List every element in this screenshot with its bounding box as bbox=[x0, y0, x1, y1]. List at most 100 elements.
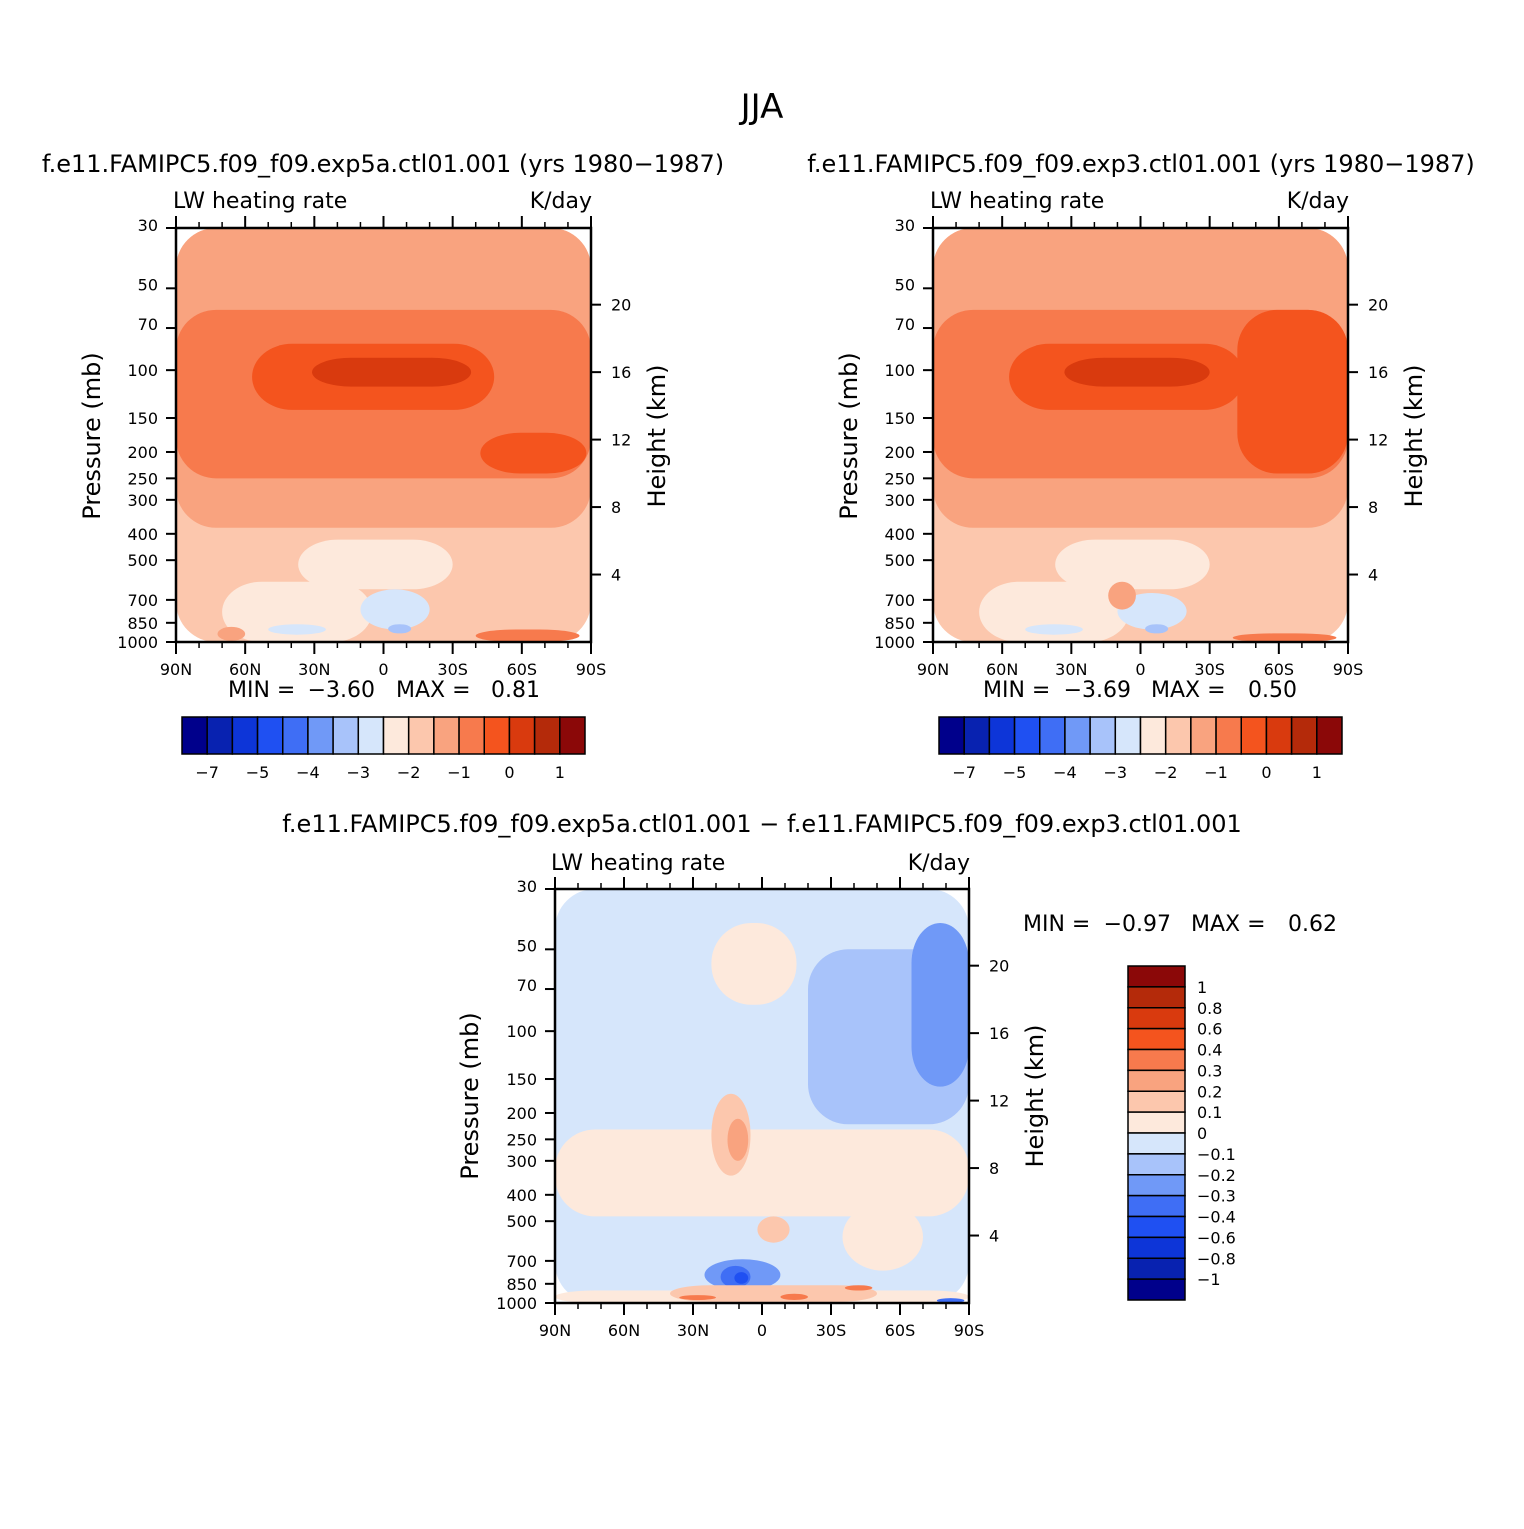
panel-1-stats: MIN = −3.60 MAX = 0.81 bbox=[228, 678, 540, 703]
panel-2-x-tick-label-6: 90S bbox=[1333, 660, 1364, 679]
panel-2-title: f.e11.FAMIPC5.f09_f09.exp3.ctl01.001 (yr… bbox=[807, 150, 1475, 178]
panel-2-y-tick-label-3: 100 bbox=[884, 361, 915, 380]
panel-2-y2-tick-label-4: 4 bbox=[1368, 566, 1378, 585]
panel-3-contour-region-13 bbox=[670, 1285, 877, 1302]
panel-2-colorbar-label-4: −2 bbox=[1154, 763, 1178, 782]
panel-1-x-tick-label-5: 60S bbox=[507, 660, 538, 679]
panel-1-colorbar-box-1 bbox=[206, 716, 234, 755]
panel-2-x-tick-label-1: 60N bbox=[986, 660, 1018, 679]
panel-3-y2-tick-label-2: 12 bbox=[989, 1092, 1009, 1111]
panel-3-colorbar-label-11: −0.4 bbox=[1197, 1208, 1236, 1227]
panel-1-colorbar-label-0: −7 bbox=[195, 763, 219, 782]
panel-2-contour-region-5 bbox=[1237, 309, 1348, 474]
chart-marks: 3050701001502002503004005007008501000201… bbox=[117, 216, 1388, 1340]
panel-3-colorbar-box-4 bbox=[1127, 1048, 1186, 1072]
panel-3-x-tick-label-4: 30S bbox=[816, 1321, 847, 1340]
panel-1-y2-tick-label-1: 16 bbox=[611, 363, 631, 382]
panel-3-plot: 3050701001502002503004005007008501000201… bbox=[496, 877, 1236, 1340]
panel-3-colorbar-label-9: −0.2 bbox=[1197, 1166, 1236, 1185]
panel-3-y-tick-label-12: 1000 bbox=[496, 1294, 537, 1313]
panel-3-colorbar-box-14 bbox=[1127, 1257, 1186, 1280]
panel-3-colorbar-box-3 bbox=[1127, 1027, 1186, 1051]
panel-1-colorbar-box-0 bbox=[181, 716, 208, 755]
panel-1-y-tick-label-10: 700 bbox=[127, 591, 158, 610]
panel-1-colorbar-box-13 bbox=[508, 716, 536, 755]
panel-2-colorbar-label-1: −5 bbox=[1003, 763, 1027, 782]
panel-3-variable-label: LW heating rate bbox=[551, 851, 725, 876]
panel-1-colorbar-label-5: −1 bbox=[447, 763, 471, 782]
panel-3-colorbar-box-9 bbox=[1127, 1153, 1186, 1176]
panel-1-x-tick-label-2: 30N bbox=[298, 660, 330, 679]
panel-1-units-label: K/day bbox=[530, 189, 592, 214]
panel-2-y-tick-label-10: 700 bbox=[884, 591, 915, 610]
panel-3-x-tick-label-3: 0 bbox=[757, 1321, 767, 1340]
panel-2-y-tick-label-8: 400 bbox=[884, 525, 915, 544]
panel-2-colorbar-box-10 bbox=[1190, 716, 1217, 755]
panel-1-colorbar-box-3 bbox=[256, 716, 284, 755]
panel-3-contour-region-2 bbox=[711, 922, 797, 1005]
panel-2-y-tick-label-1: 50 bbox=[895, 275, 915, 294]
panel-3-colorbar-label-10: −0.3 bbox=[1197, 1187, 1236, 1206]
panel-1-variable-label: LW heating rate bbox=[173, 189, 347, 214]
panel-3-colorbar-box-8 bbox=[1127, 1132, 1186, 1155]
panel-1-x-tick-label-6: 90S bbox=[576, 660, 607, 679]
panel-2-colorbar-box-5 bbox=[1064, 716, 1091, 755]
panel-2-colorbar-box-11 bbox=[1215, 716, 1242, 755]
panel-3-x-tick-label-5: 60S bbox=[885, 1321, 916, 1340]
panel-3-contour-region-6 bbox=[727, 1118, 749, 1161]
panel-3-y2-tick-label-4: 4 bbox=[989, 1227, 999, 1246]
panel-2-contour-region-7 bbox=[979, 581, 1129, 642]
panel-1-y-tick-label-3: 100 bbox=[127, 361, 158, 380]
panel-2-colorbar-label-7: 1 bbox=[1312, 763, 1322, 782]
panel-1-y2-tick-label-3: 8 bbox=[611, 498, 621, 517]
panel-1-colorbar-box-14 bbox=[533, 716, 561, 755]
panel-2-x-tick-label-0: 90N bbox=[917, 660, 949, 679]
panel-1-plot: 3050701001502002503004005007008501000201… bbox=[117, 216, 631, 782]
panel-2-colorbar-box-14 bbox=[1290, 716, 1318, 755]
panel-2-plot: 3050701001502002503004005007008501000201… bbox=[874, 216, 1388, 782]
panel-1-colorbar-label-1: −5 bbox=[246, 763, 270, 782]
panel-2-colorbar-label-0: −7 bbox=[952, 763, 976, 782]
panel-3-colorbar-label-1: 0.8 bbox=[1197, 999, 1222, 1018]
panel-2-colorbar-label-3: −3 bbox=[1104, 763, 1128, 782]
panel-1-colorbar-box-15 bbox=[559, 716, 586, 755]
panel-3-min-value: −0.97 bbox=[1104, 912, 1171, 937]
panel-1-contour-region-7 bbox=[222, 581, 372, 642]
panel-1-contour-region-9 bbox=[388, 624, 412, 634]
panel-2-min-value: −3.69 bbox=[1064, 678, 1131, 703]
panel-2-colorbar-box-7 bbox=[1114, 716, 1142, 755]
panel-1-colorbar-box-6 bbox=[332, 716, 360, 755]
panel-3-colorbar-label-6: 0.1 bbox=[1197, 1103, 1222, 1122]
panel-3-y-tick-label-2: 70 bbox=[517, 976, 537, 995]
panel-1-y-tick-label-6: 250 bbox=[127, 469, 158, 488]
panel-2-x-tick-label-4: 30S bbox=[1194, 660, 1225, 679]
panel-3-y2-tick-label-1: 16 bbox=[989, 1024, 1009, 1043]
panel-1-colorbar-box-9 bbox=[407, 716, 435, 755]
panel-1-colorbar-label-7: 1 bbox=[555, 763, 565, 782]
panel-2-max-value: 0.50 bbox=[1248, 678, 1297, 703]
panel-1-colorbar-label-4: −2 bbox=[397, 763, 421, 782]
panel-1-colorbar-box-10 bbox=[433, 716, 460, 755]
panel-2-y-tick-label-9: 500 bbox=[884, 551, 915, 570]
panel-3-y-tick-label-4: 150 bbox=[506, 1070, 537, 1089]
panel-3-y-tick-label-1: 50 bbox=[517, 936, 537, 955]
panel-3-max-value: 0.62 bbox=[1288, 912, 1337, 937]
panel-2-colorbar-box-12 bbox=[1240, 716, 1268, 755]
panel-2-min-label: MIN = bbox=[983, 678, 1050, 703]
panel-1-y-tick-label-8: 400 bbox=[127, 525, 158, 544]
panel-2-y-tick-label-5: 200 bbox=[884, 443, 915, 462]
panel-1-contour-region-5 bbox=[480, 432, 587, 474]
panel-3-colorbar: 1 0.8 0.6 0.40.3 0.2 0.1 0 −0.1 −0.2 −0.3 −0.4−0.6… bbox=[1127, 965, 1236, 1301]
panel-2-units-label: K/day bbox=[1287, 189, 1349, 214]
panel-2-colorbar-label-5: −1 bbox=[1204, 763, 1228, 782]
panel-1-y-tick-label-9: 500 bbox=[127, 551, 158, 570]
panel-2-contour-region-10 bbox=[1025, 624, 1083, 635]
panel-1-y-tick-label-1: 50 bbox=[138, 275, 158, 294]
panel-1-y-tick-label-5: 200 bbox=[127, 443, 158, 462]
panel-3-colorbar-label-5: 0.2 bbox=[1197, 1082, 1222, 1101]
panel-3-colorbar-box-5 bbox=[1127, 1069, 1186, 1092]
panel-3-max-label: MAX = bbox=[1191, 912, 1266, 937]
panel-2-colorbar-label-2: −4 bbox=[1053, 763, 1077, 782]
panel-2-colorbar-label-6: 0 bbox=[1261, 763, 1271, 782]
